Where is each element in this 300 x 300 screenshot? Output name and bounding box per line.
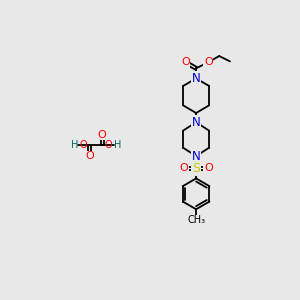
Text: N: N [192,116,200,129]
Text: O: O [80,140,88,150]
Text: O: O [204,57,213,67]
Text: O: O [204,164,213,173]
Text: CH₃: CH₃ [187,215,205,225]
Text: O: O [179,164,188,173]
Text: H: H [71,140,78,150]
Text: N: N [192,72,200,85]
Text: O: O [181,57,190,67]
Text: O: O [98,130,106,140]
Text: H: H [114,140,121,150]
Text: O: O [104,140,112,150]
Text: S: S [192,162,200,175]
Text: O: O [85,151,94,161]
Text: N: N [192,150,200,163]
